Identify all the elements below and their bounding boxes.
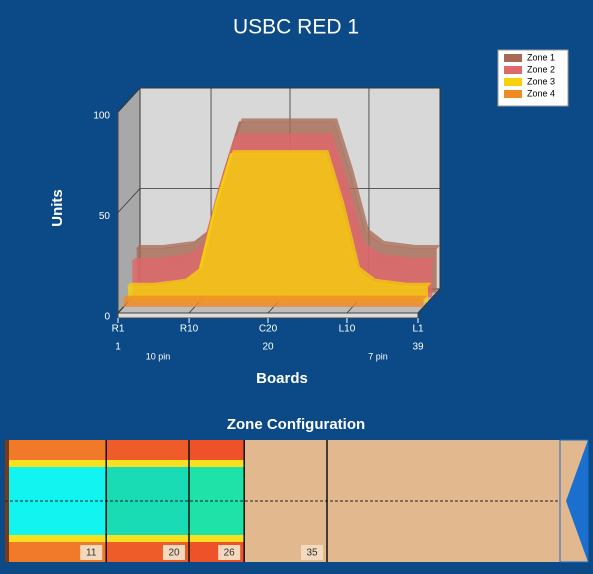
legend-swatch xyxy=(504,90,522,98)
y-tick-label: 100 xyxy=(93,111,110,122)
legend-label: Zone 4 xyxy=(527,88,555,98)
grid-line xyxy=(417,88,441,314)
x-tick-label: L1 xyxy=(412,324,424,335)
zone-label: 26 xyxy=(224,548,236,559)
zone-lane: 11 20 26 35 xyxy=(5,439,589,563)
legend-swatch xyxy=(504,78,522,86)
board-number: 1 xyxy=(115,342,121,353)
x-axis-label: Boards xyxy=(256,370,308,387)
y-tick-label: 0 xyxy=(104,312,110,323)
y-tick-label: 50 xyxy=(99,211,111,222)
section-title: Zone Configuration xyxy=(227,416,365,433)
pin-label: 7 pin xyxy=(368,351,388,361)
zone-label: 11 xyxy=(86,548,97,559)
legend-label: Zone 1 xyxy=(527,52,555,62)
board-number: 39 xyxy=(412,342,424,353)
x-tick-label: R10 xyxy=(180,324,199,335)
zone-label: 20 xyxy=(168,548,180,559)
area xyxy=(123,298,424,307)
legend-label: Zone 3 xyxy=(527,76,555,86)
area-top xyxy=(122,295,428,300)
x-tick-label: R1 xyxy=(112,324,125,335)
zone-label-box xyxy=(163,545,185,560)
zone-label: 35 xyxy=(306,548,318,559)
board-number: 20 xyxy=(262,342,274,353)
pin-label: 10 pin xyxy=(146,351,171,361)
zone-label-box xyxy=(218,545,241,560)
y-axis-label: Units xyxy=(49,189,66,227)
zone-label-box xyxy=(301,545,323,560)
x-tick-label: L10 xyxy=(339,324,356,335)
legend-swatch xyxy=(504,54,522,62)
legend: Zone 1 Zone 2 Zone 3 Zone 4 xyxy=(497,49,569,107)
approach-marker xyxy=(566,440,588,562)
plot: 0 50 100 R1 R10 C20 L10 L1 1 20 39 10 pin 7 pin xyxy=(93,86,442,361)
floor-edge xyxy=(117,312,419,319)
x-tick-label: C20 xyxy=(259,324,278,335)
area xyxy=(127,153,428,303)
zone-label-box xyxy=(80,545,103,560)
legend-swatch xyxy=(504,66,522,74)
chart-title: USBC RED 1 xyxy=(233,16,359,39)
legend-label: Zone 2 xyxy=(527,64,555,74)
